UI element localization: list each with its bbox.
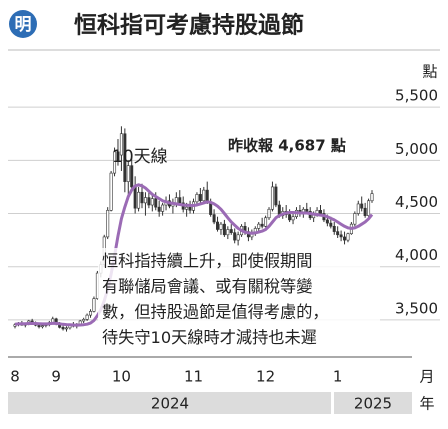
candle-body — [119, 133, 123, 156]
y-unit: 點 — [422, 63, 437, 81]
candle-body — [260, 223, 264, 227]
candle-body — [157, 206, 161, 212]
candle-body — [219, 223, 223, 230]
y-tick-label: 5,500 — [395, 87, 438, 105]
candle-body — [370, 193, 374, 202]
candle-body — [106, 210, 110, 238]
candle-body — [209, 202, 213, 215]
candle-body — [343, 236, 347, 241]
candle-body — [126, 165, 130, 182]
candle-body — [212, 214, 216, 223]
candle-body — [329, 222, 333, 227]
x-unit: 月 — [419, 368, 434, 386]
ma-label: 10天線 — [112, 147, 168, 167]
candle-body — [236, 234, 240, 241]
note-box — [98, 248, 380, 352]
candle-body — [140, 191, 144, 204]
candle-body — [270, 186, 274, 210]
candle-body — [195, 194, 199, 203]
candle-body — [325, 219, 329, 224]
candle-body — [40, 325, 44, 328]
logo: 明 — [15, 15, 32, 35]
candle-body — [336, 231, 340, 236]
candle-body — [264, 217, 268, 227]
candle-body — [257, 223, 261, 229]
candle-body — [367, 200, 371, 216]
candle-body — [229, 229, 233, 233]
candle-body — [174, 197, 178, 204]
x-tick-label: 1 — [333, 368, 343, 386]
candle-body — [185, 206, 189, 210]
candle-body — [360, 203, 364, 209]
note-line: 數，但持股過節是值得考慮的， — [102, 303, 329, 322]
candle-body — [332, 225, 336, 232]
year-label: 2025 — [354, 395, 392, 413]
year-band — [334, 392, 412, 414]
plot: 3,500 4,000 4,500 5,000 5,500 8 9 10 11 12 1 — [8, 87, 440, 386]
candle-body — [143, 197, 147, 204]
ma-line — [14, 183, 374, 327]
candle-body — [319, 210, 323, 214]
candle-body — [363, 207, 367, 216]
x-tick-label: 10 — [112, 368, 131, 386]
candle-body — [123, 133, 127, 182]
candle-body — [346, 233, 350, 241]
candle-body — [130, 165, 134, 188]
candle-body — [274, 186, 278, 206]
candle-body — [61, 327, 65, 330]
annotation: 昨收報 4,687 點 — [228, 137, 346, 155]
candle-body — [89, 311, 93, 316]
y-tick-label: 4,500 — [395, 193, 438, 211]
candle-body — [109, 172, 113, 211]
x-tick-label: 8 — [10, 368, 20, 386]
candle-body — [147, 197, 151, 206]
note: 恒科指持續上升，即使假期間有聯儲局會議、或有關稅等變數，但持股過節是值得考慮的，… — [102, 252, 329, 348]
y-tick-label: 3,500 — [395, 299, 438, 317]
candle-body — [154, 198, 158, 208]
candle-body — [85, 314, 89, 320]
year-band — [8, 392, 331, 414]
note-line: 待失守10天線時才減持也未遲 — [102, 328, 317, 347]
candle-body — [92, 298, 96, 312]
candle-body — [216, 221, 220, 230]
candle-body — [133, 186, 137, 209]
candle-body — [202, 189, 206, 202]
candle-body — [116, 151, 120, 161]
candle-body — [82, 319, 86, 322]
candle-body — [113, 151, 117, 174]
candle-body — [137, 191, 141, 209]
year-unit: 年 — [419, 395, 434, 413]
y-tick-label: 5,000 — [395, 140, 438, 158]
candle-body — [233, 232, 237, 241]
candle-body — [178, 197, 182, 204]
candle-body — [305, 208, 309, 212]
candle-body — [37, 324, 41, 328]
note-line: 恒科指持續上升，即使假期間 — [102, 252, 312, 271]
chart-title: 恒科指可考慮持股過節 — [74, 12, 304, 39]
candle-body — [198, 194, 202, 202]
candle-body — [188, 206, 192, 211]
x-tick-label: 9 — [51, 368, 61, 386]
candle-body — [161, 204, 165, 212]
x-tick-label: 11 — [184, 368, 203, 386]
candle-body — [267, 208, 271, 219]
year-label: 2024 — [151, 395, 189, 413]
candle-body — [356, 203, 360, 214]
candle-body — [222, 223, 226, 236]
candle-body — [64, 327, 68, 330]
candle-body — [339, 234, 343, 238]
x-tick-label: 12 — [256, 368, 275, 386]
y-tick-label: 4,000 — [395, 246, 438, 264]
candle-body — [288, 214, 292, 221]
candle-body — [291, 216, 295, 221]
logo-circle — [9, 10, 37, 38]
candle-body — [353, 213, 357, 225]
candle-body — [150, 198, 154, 206]
note-line: 有聯儲局會議、或有關稅等變 — [102, 277, 312, 296]
candle-body — [226, 229, 230, 236]
